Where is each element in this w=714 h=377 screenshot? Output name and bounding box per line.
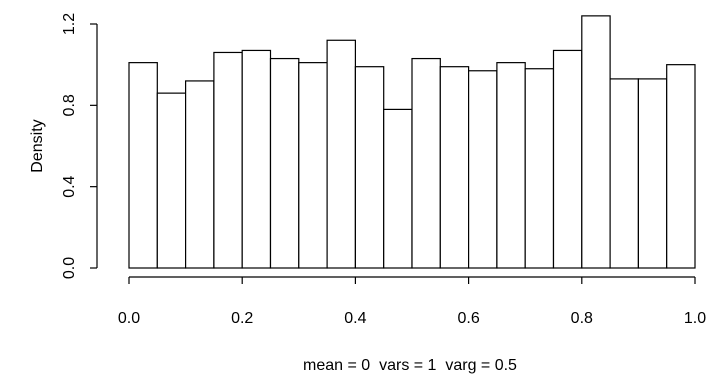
histogram-bar xyxy=(354,66,385,269)
histogram-bar xyxy=(156,92,187,269)
x-tick-label: 0.6 xyxy=(457,310,479,327)
x-axis: 0.0 0.2 0.4 0.6 0.8 1.0 xyxy=(118,276,706,327)
y-axis-label: Density xyxy=(29,119,46,172)
histogram-bar xyxy=(609,78,639,269)
histogram-bar xyxy=(524,68,555,269)
histogram-bar xyxy=(468,70,498,269)
histogram-bar xyxy=(383,108,413,269)
x-axis-label: mean = 0 vars = 1 varg = 0.5 xyxy=(303,357,517,374)
histogram-bar xyxy=(269,57,300,269)
x-tick-label: 0.2 xyxy=(231,310,253,327)
histogram-bar xyxy=(213,51,243,269)
y-tick-label: 0.0 xyxy=(61,257,78,279)
x-tick-label: 0.0 xyxy=(118,310,140,327)
histogram-bar xyxy=(581,15,611,269)
histogram-bar xyxy=(637,78,668,269)
histogram-bar xyxy=(666,64,696,269)
y-tick-label: 0.8 xyxy=(61,94,78,116)
histogram-bar xyxy=(552,49,583,269)
x-tick-label: 0.8 xyxy=(571,310,593,327)
y-tick-label: 1.2 xyxy=(61,13,78,35)
histogram-bar xyxy=(185,80,215,269)
histogram-bar xyxy=(241,49,272,269)
y-axis: 0.0 0.4 0.8 1.2 xyxy=(61,13,98,279)
histogram-bars xyxy=(128,15,696,269)
x-tick-label: 0.4 xyxy=(344,310,366,327)
x-tick-label: 1.0 xyxy=(684,310,706,327)
histogram-bar xyxy=(326,39,357,269)
histogram-bar xyxy=(439,66,470,269)
histogram-bar xyxy=(411,57,441,269)
histogram-bar xyxy=(496,62,526,269)
histogram-bar xyxy=(128,62,158,269)
y-tick-label: 0.4 xyxy=(61,175,78,197)
histogram-bar xyxy=(298,62,328,269)
